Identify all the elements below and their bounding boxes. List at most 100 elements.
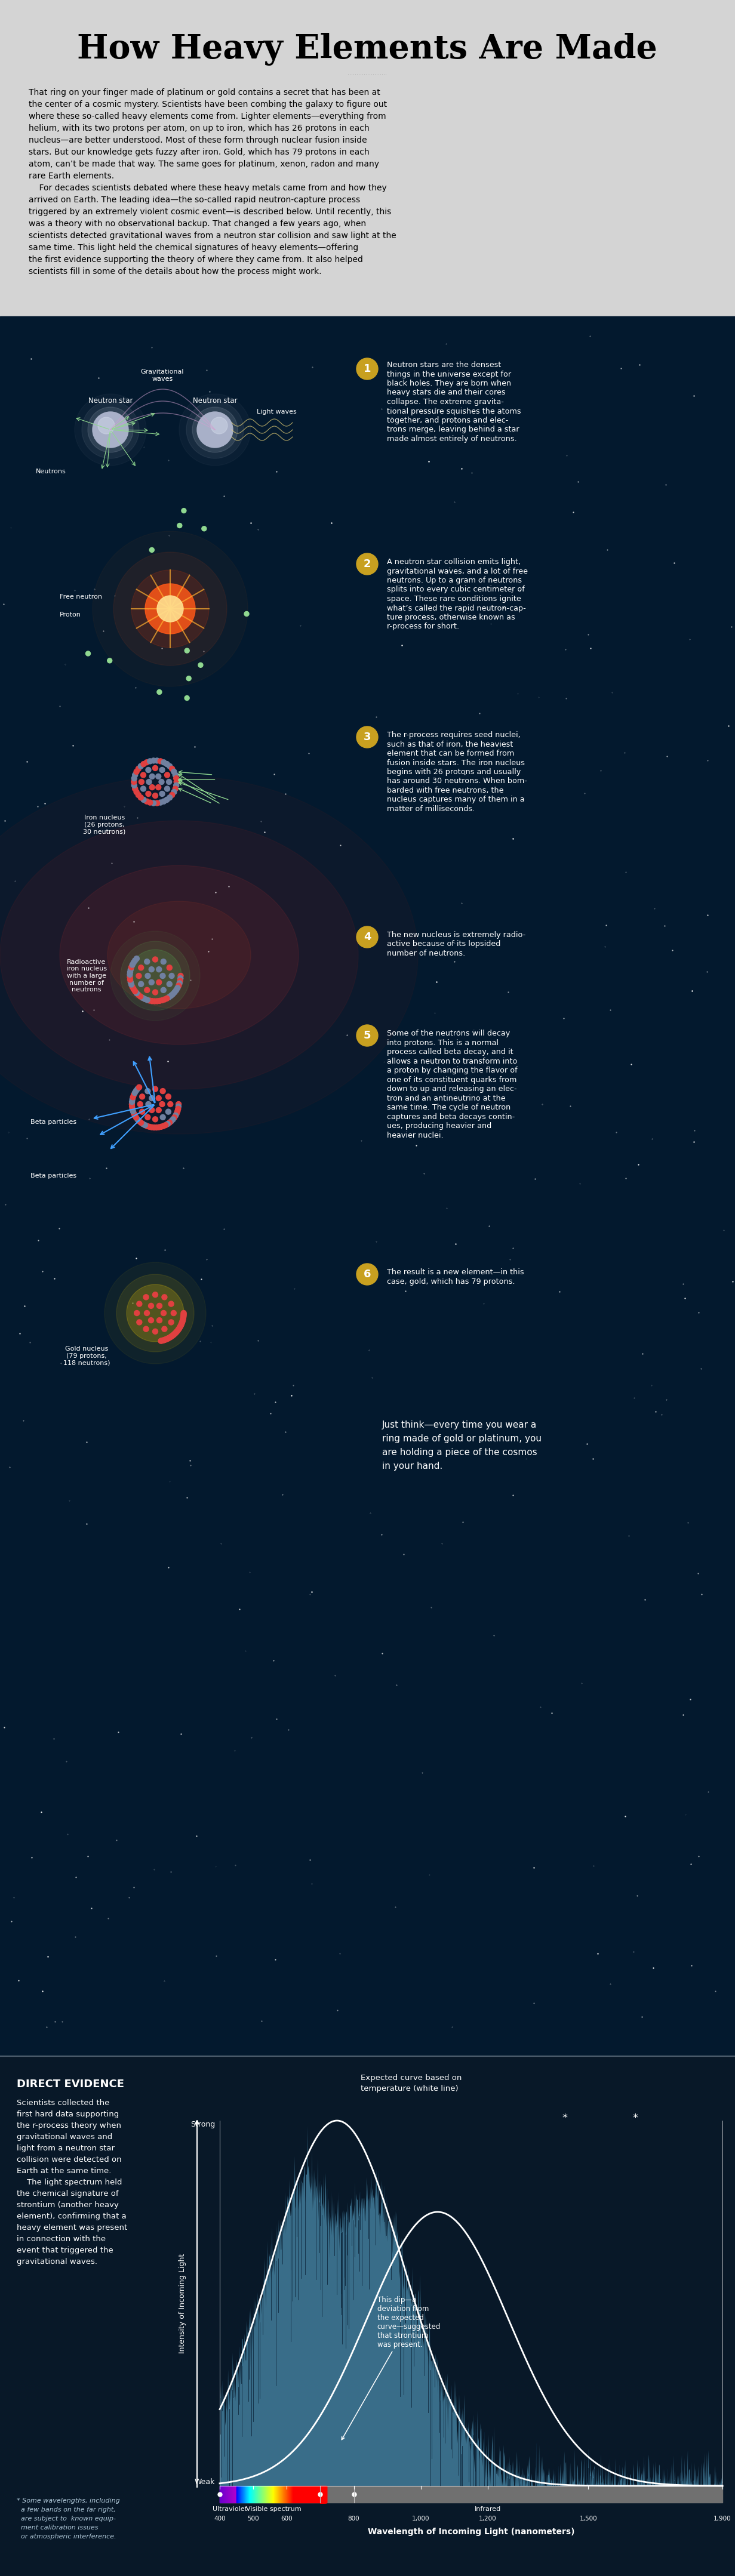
Circle shape (137, 1301, 142, 1306)
Text: 5: 5 (364, 1030, 371, 1041)
Text: Ultraviolet: Ultraviolet (212, 2506, 247, 2512)
Bar (320, 2486, 327, 2504)
Circle shape (182, 507, 186, 513)
Text: stars. But our knowledge gets fuzzy after iron. Gold, which has 79 protons in ea: stars. But our knowledge gets fuzzy afte… (29, 147, 370, 157)
Circle shape (153, 793, 158, 799)
Text: The new nucleus is extremely radio-: The new nucleus is extremely radio- (387, 930, 526, 938)
Circle shape (176, 1327, 182, 1332)
Circle shape (126, 1285, 184, 1342)
Text: a proton by changing the flavor of: a proton by changing the flavor of (387, 1066, 517, 1074)
Text: scientists detected gravitational waves from a neutron star collision and saw li: scientists detected gravitational waves … (29, 232, 396, 240)
Circle shape (138, 796, 143, 801)
Bar (320, 2486, 326, 2504)
Circle shape (173, 987, 179, 992)
Text: heavier nuclei.: heavier nuclei. (387, 1131, 443, 1139)
Circle shape (168, 1301, 174, 1306)
Circle shape (156, 1108, 162, 1113)
Circle shape (132, 775, 137, 781)
Bar (320, 2486, 326, 2504)
Bar (320, 2486, 325, 2504)
Circle shape (156, 786, 161, 791)
Circle shape (146, 1103, 151, 1108)
Circle shape (110, 930, 200, 1020)
Text: 1,000: 1,000 (412, 2517, 430, 2522)
Text: Neutron star: Neutron star (88, 397, 133, 404)
Text: or atmospheric interference.: or atmospheric interference. (17, 2535, 116, 2540)
Text: Gold nucleus
(79 protons,
118 neutrons): Gold nucleus (79 protons, 118 neutrons) (63, 1345, 110, 1365)
Circle shape (157, 690, 162, 696)
Circle shape (148, 1316, 154, 1324)
Circle shape (178, 976, 183, 981)
Circle shape (132, 1113, 137, 1118)
Circle shape (174, 1110, 179, 1115)
Circle shape (165, 1110, 171, 1115)
Text: the chemical signature of: the chemical signature of (17, 2190, 118, 2197)
Circle shape (173, 786, 178, 791)
Circle shape (129, 951, 182, 1002)
Ellipse shape (0, 775, 418, 1133)
Text: splits into every cubic centimeter of: splits into every cubic centimeter of (387, 585, 525, 592)
Circle shape (180, 1316, 185, 1321)
Circle shape (165, 1337, 171, 1342)
Circle shape (165, 773, 170, 778)
Circle shape (144, 760, 149, 765)
Circle shape (161, 1337, 167, 1342)
Text: For decades scientists debated where these heavy metals came from and how they: For decades scientists debated where the… (29, 183, 387, 193)
Circle shape (165, 1095, 171, 1100)
Circle shape (168, 992, 173, 999)
Circle shape (158, 757, 163, 765)
Circle shape (127, 976, 133, 981)
Text: Beta particles: Beta particles (31, 1118, 76, 1126)
Circle shape (162, 1327, 167, 1332)
Circle shape (153, 1329, 158, 1334)
Circle shape (86, 652, 90, 657)
Circle shape (143, 1296, 148, 1301)
Circle shape (132, 783, 137, 788)
Text: in connection with the: in connection with the (17, 2236, 106, 2244)
Text: temperature (white line): temperature (white line) (360, 2084, 458, 2092)
Text: strontium (another heavy: strontium (another heavy (17, 2200, 119, 2210)
Circle shape (142, 997, 148, 1002)
Text: collision were detected on: collision were detected on (17, 2156, 121, 2164)
Bar (320, 2486, 322, 2504)
Circle shape (165, 1121, 171, 1126)
Circle shape (175, 1329, 180, 1334)
Text: *: * (562, 2112, 567, 2123)
Circle shape (177, 1324, 182, 1329)
Ellipse shape (0, 822, 358, 1090)
Circle shape (144, 987, 150, 992)
Circle shape (131, 987, 136, 992)
Circle shape (160, 1337, 165, 1342)
Text: ......................: ...................... (348, 70, 387, 77)
Circle shape (159, 1123, 164, 1128)
Circle shape (166, 1334, 171, 1342)
Circle shape (107, 659, 112, 662)
Circle shape (147, 1123, 152, 1128)
Circle shape (134, 770, 139, 775)
Circle shape (167, 966, 172, 971)
Text: arrived on Earth. The leading idea—the so-called rapid neutron-capture process: arrived on Earth. The leading idea—the s… (29, 196, 360, 204)
Circle shape (169, 793, 175, 799)
Circle shape (149, 1126, 154, 1131)
Circle shape (136, 974, 142, 979)
Circle shape (171, 770, 176, 775)
Circle shape (171, 1332, 177, 1337)
Bar (320, 2486, 324, 2504)
Bar (320, 2486, 323, 2504)
Bar (320, 2486, 322, 2504)
Text: rare Earth elements.: rare Earth elements. (29, 173, 114, 180)
Circle shape (134, 788, 139, 796)
Text: Iron nucleus
(26 protons,
30 neutrons): Iron nucleus (26 protons, 30 neutrons) (83, 814, 126, 835)
Text: tional pressure squishes the atoms: tional pressure squishes the atoms (387, 407, 521, 415)
Circle shape (135, 1115, 140, 1123)
Circle shape (193, 407, 237, 453)
Circle shape (173, 1329, 179, 1334)
Text: Neutron stars are the densest: Neutron stars are the densest (387, 361, 501, 368)
Circle shape (145, 997, 150, 1002)
Circle shape (132, 1090, 137, 1095)
Circle shape (153, 956, 158, 961)
Text: active because of its lopsided: active because of its lopsided (387, 940, 501, 948)
Text: 2: 2 (364, 559, 371, 569)
Text: matter of milliseconds.: matter of milliseconds. (387, 806, 475, 814)
Circle shape (180, 1316, 186, 1321)
